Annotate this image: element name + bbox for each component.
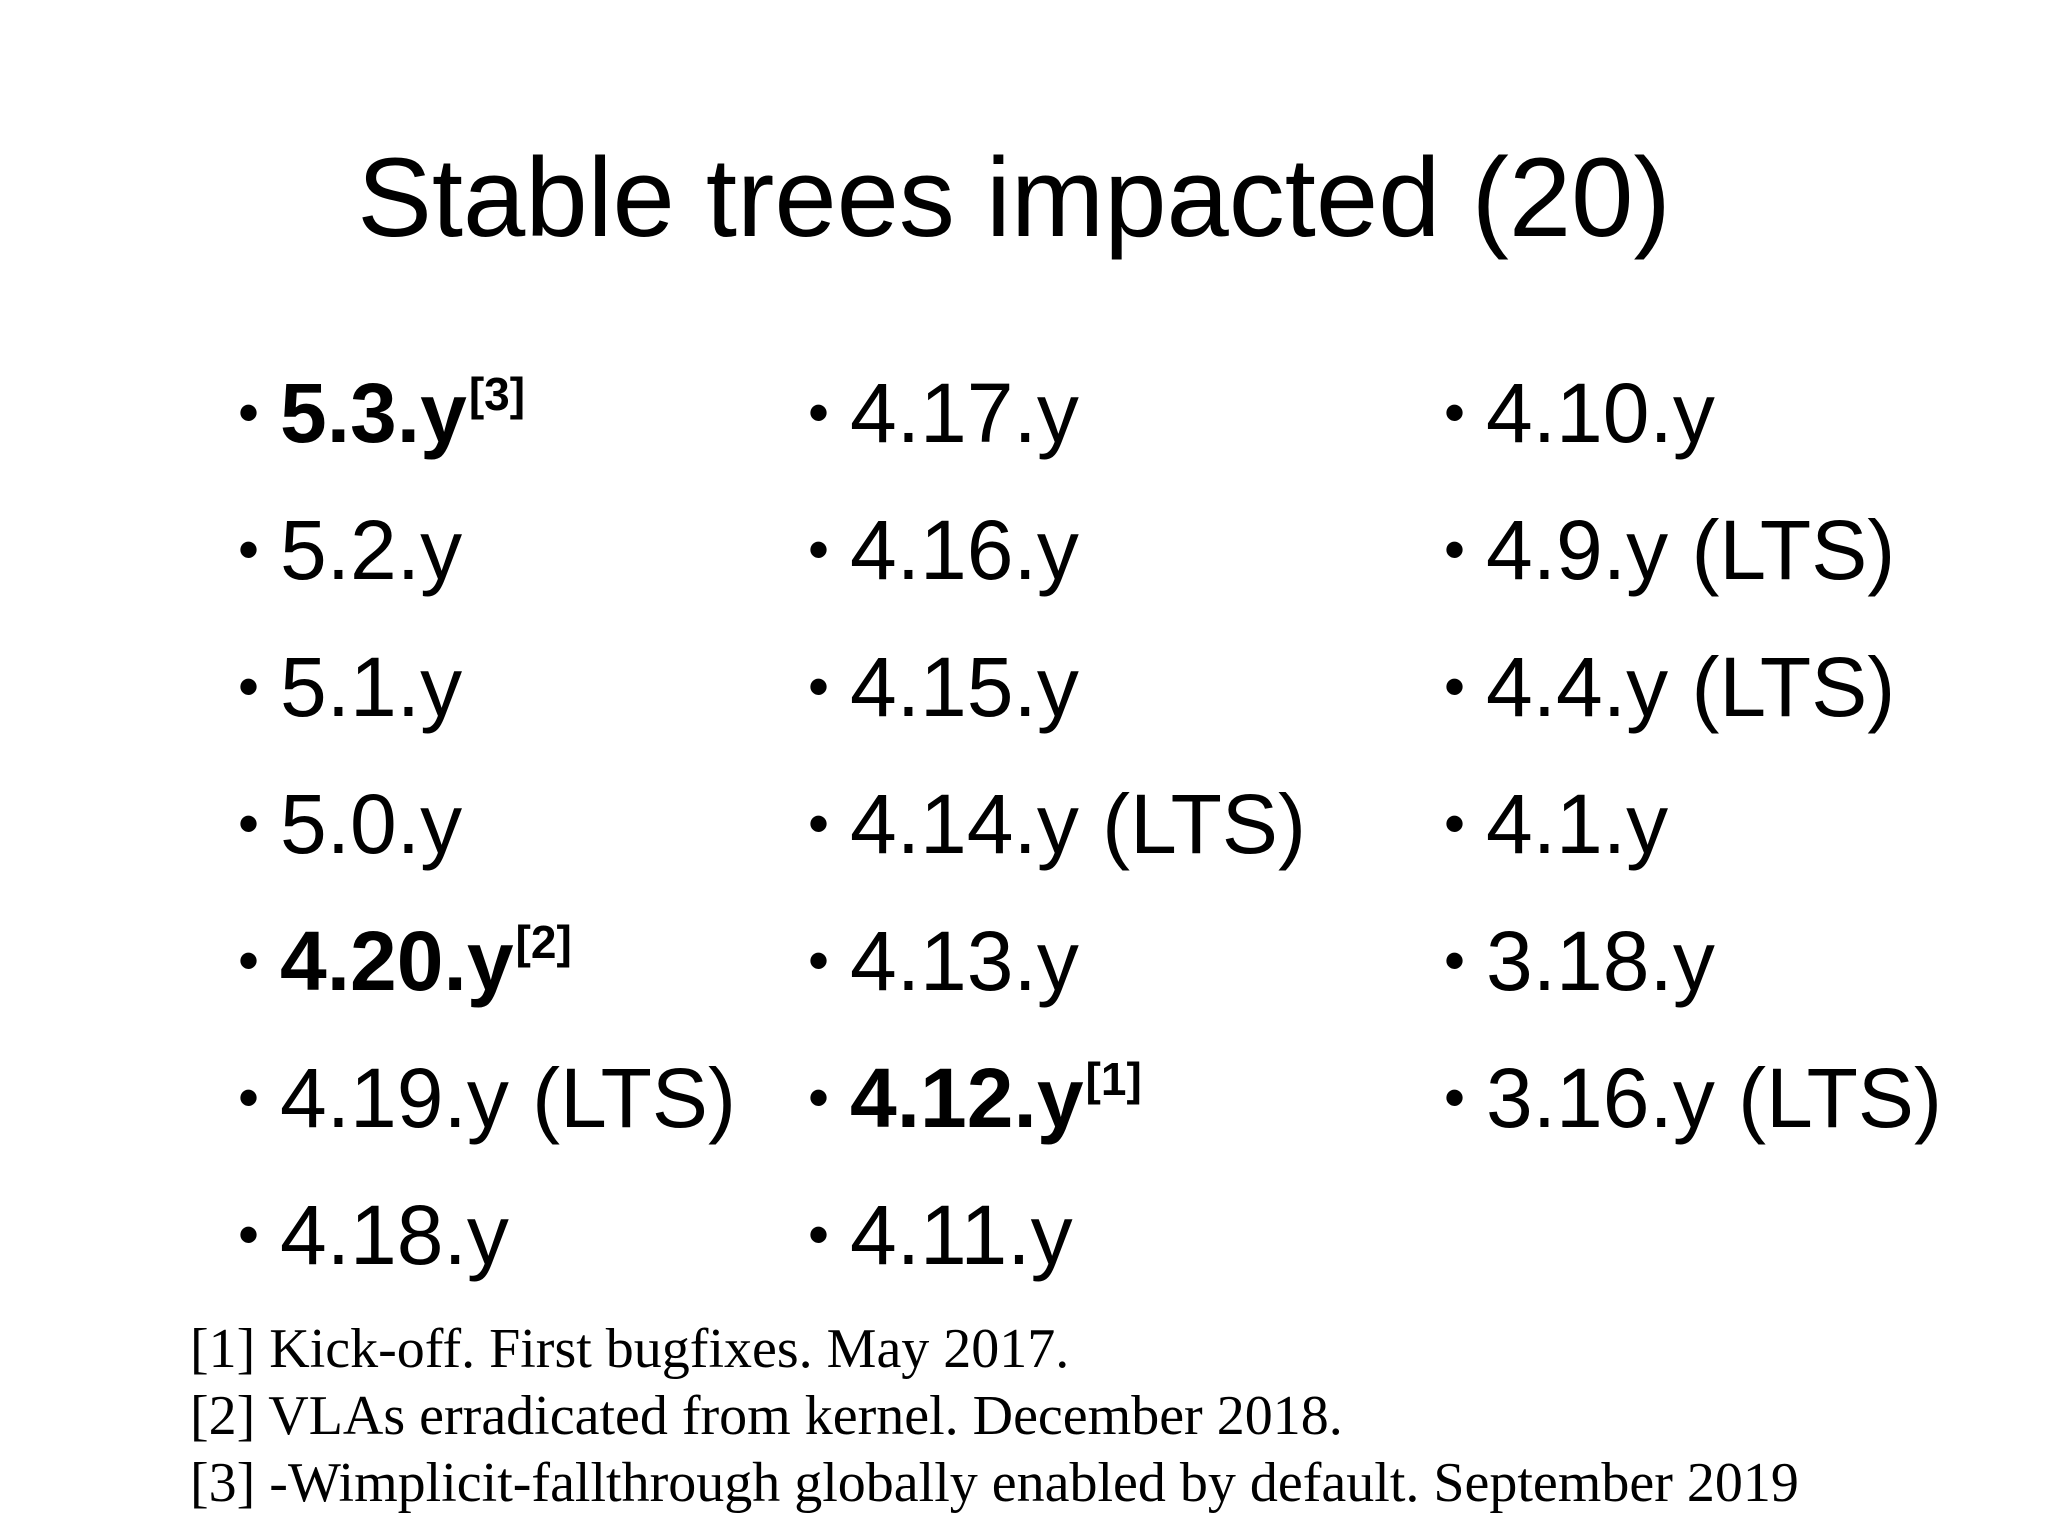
tree-version-label: 4.20.y — [280, 914, 514, 1008]
tree-item: • 4.11.y — [808, 1180, 1306, 1317]
bullet-icon: • — [238, 653, 260, 720]
tree-version-label: 3.16.y (LTS) — [1486, 1051, 1942, 1145]
tree-item: • 5.2.y — [238, 495, 736, 632]
tree-version-label: 3.18.y — [1486, 914, 1715, 1008]
tree-item: • 4.16.y — [808, 495, 1306, 632]
tree-version-label: 5.1.y — [280, 640, 463, 734]
tree-item: • 4.14.y (LTS) — [808, 769, 1306, 906]
tree-version-label: 5.3.y — [280, 366, 467, 460]
tree-item: • 4.17.y — [808, 358, 1306, 495]
tree-version-label: 4.9.y (LTS) — [1486, 503, 1896, 597]
tree-version-label: 4.10.y — [1486, 366, 1715, 460]
bullet-icon: • — [1444, 1064, 1466, 1131]
bullet-icon: • — [1444, 927, 1466, 994]
tree-item: • 4.4.y (LTS) — [1444, 632, 1942, 769]
tree-item: • 4.13.y — [808, 906, 1306, 1043]
tree-version-label: 4.12.y — [850, 1051, 1084, 1145]
tree-column-1: • 5.3.y[3] • 5.2.y • 5.1.y • 5.0.y • 4.20.y[2] • 4.… — [238, 358, 736, 1317]
footnote-2: [2] VLAs erradicated from kernel. Decemb… — [190, 1385, 1343, 1447]
bullet-icon: • — [238, 790, 260, 857]
tree-item: • 5.0.y — [238, 769, 736, 906]
bullet-icon: • — [808, 653, 830, 720]
bullet-icon: • — [1444, 379, 1466, 446]
tree-item: • 4.9.y (LTS) — [1444, 495, 1942, 632]
tree-version-label: 4.4.y (LTS) — [1486, 640, 1896, 734]
tree-version-label: 4.15.y — [850, 640, 1079, 734]
bullet-icon: • — [808, 927, 830, 994]
bullet-icon: • — [808, 1064, 830, 1131]
tree-version-label: 4.14.y (LTS) — [850, 777, 1306, 871]
bullet-icon: • — [1444, 516, 1466, 583]
tree-item: • 5.3.y[3] — [238, 358, 736, 495]
tree-version-label: 4.11.y — [850, 1188, 1073, 1282]
tree-version-label: 4.17.y — [850, 366, 1079, 460]
bullet-icon: • — [238, 1064, 260, 1131]
footnote-1: [1] Kick-off. First bugfixes. May 2017. — [190, 1318, 1070, 1380]
tree-item: • 4.1.y — [1444, 769, 1942, 906]
tree-item: • 5.1.y — [238, 632, 736, 769]
bullet-icon: • — [238, 927, 260, 994]
tree-item: • 4.19.y (LTS) — [238, 1043, 736, 1180]
tree-item: • 3.16.y (LTS) — [1444, 1043, 1942, 1180]
bullet-icon: • — [808, 1201, 830, 1268]
tree-version-label: 4.1.y — [1486, 777, 1669, 871]
tree-item: • 4.15.y — [808, 632, 1306, 769]
bullet-icon: • — [238, 516, 260, 583]
bullet-icon: • — [1444, 790, 1466, 857]
tree-column-2: • 4.17.y • 4.16.y • 4.15.y • 4.14.y (LTS) • 4.13.… — [808, 358, 1306, 1317]
tree-item: • 4.20.y[2] — [238, 906, 736, 1043]
bullet-icon: • — [808, 516, 830, 583]
tree-version-label: 4.19.y (LTS) — [280, 1051, 736, 1145]
slide-title: Stable trees impacted (20) — [357, 135, 1671, 260]
bullet-icon: • — [1444, 653, 1466, 720]
footnote-reference: [2] — [515, 916, 572, 968]
tree-version-label: 4.13.y — [850, 914, 1079, 1008]
tree-item: • 3.18.y — [1444, 906, 1942, 1043]
tree-column-3: • 4.10.y • 4.9.y (LTS) • 4.4.y (LTS) • 4.1.y • 3.… — [1444, 358, 1942, 1180]
bullet-icon: • — [808, 379, 830, 446]
tree-version-label: 5.2.y — [280, 503, 463, 597]
tree-item: • 4.12.y[1] — [808, 1043, 1306, 1180]
footnotes: [1] Kick-off. First bugfixes. May 2017. … — [190, 1316, 1799, 1517]
tree-version-label: 4.18.y — [280, 1188, 509, 1282]
footnote-reference: [3] — [468, 368, 526, 420]
tree-item: • 4.18.y — [238, 1180, 736, 1317]
footnote-3: [3] -Wimplicit-fallthrough globally enab… — [190, 1452, 1799, 1514]
tree-version-label: 5.0.y — [280, 777, 463, 871]
tree-version-label: 4.16.y — [850, 503, 1079, 597]
bullet-icon: • — [238, 379, 260, 446]
footnote-reference: [1] — [1085, 1053, 1142, 1105]
tree-item: • 4.10.y — [1444, 358, 1942, 495]
bullet-icon: • — [238, 1201, 260, 1268]
bullet-icon: • — [808, 790, 830, 857]
